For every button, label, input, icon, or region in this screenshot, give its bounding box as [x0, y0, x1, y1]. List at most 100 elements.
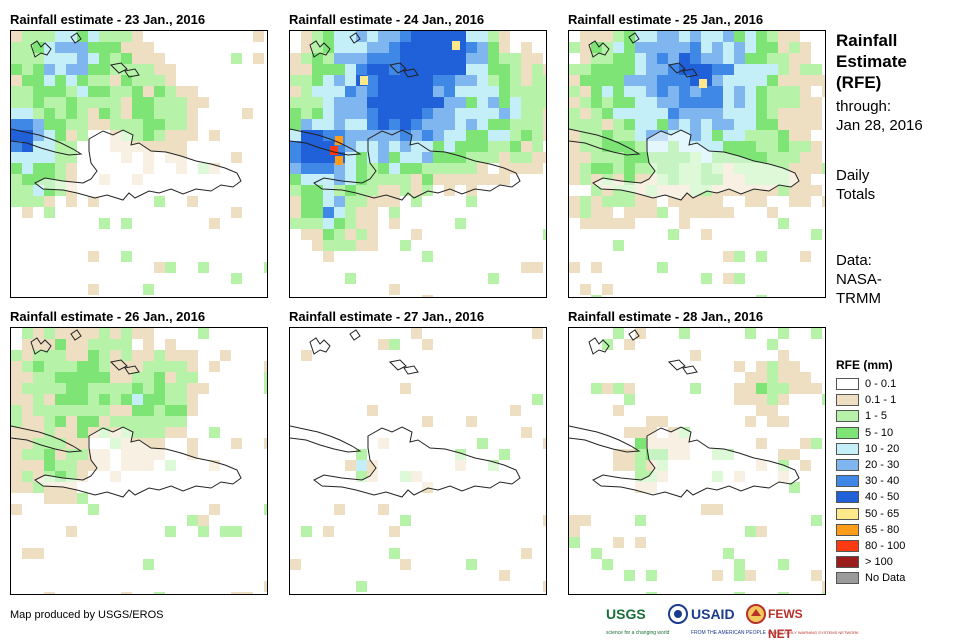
rain-cell	[745, 416, 756, 427]
rain-cell	[767, 130, 778, 141]
coastline-hispaniola	[592, 426, 800, 498]
rain-cell	[99, 416, 110, 427]
rain-cell	[301, 86, 312, 97]
rain-cell	[44, 196, 55, 207]
rain-cell	[55, 97, 66, 108]
rain-cell	[378, 75, 389, 86]
rain-cell	[646, 416, 657, 427]
rain-cell	[433, 163, 444, 174]
rain-cell	[345, 130, 356, 141]
rain-cell	[209, 361, 220, 372]
rain-cell	[690, 42, 701, 53]
rain-cell	[312, 196, 323, 207]
rain-cell	[389, 339, 400, 350]
rain-cell	[154, 394, 165, 405]
rain-cell	[231, 207, 242, 218]
rain-cell	[55, 438, 66, 449]
rain-cell	[466, 53, 477, 64]
rain-cell	[411, 31, 422, 42]
rain-cell	[723, 251, 734, 262]
rain-cell	[290, 64, 301, 75]
rain-cell	[767, 108, 778, 119]
rain-cell	[789, 372, 800, 383]
rain-cell	[602, 185, 613, 196]
rain-cell	[110, 86, 121, 97]
rain-cell	[55, 64, 66, 75]
rain-cell	[580, 53, 591, 64]
rain-cell	[356, 42, 367, 53]
rain-cell	[756, 196, 767, 207]
rain-cell	[290, 152, 301, 163]
rain-cell	[668, 108, 679, 119]
rain-cell	[466, 174, 477, 185]
coastline-bahamas	[388, 62, 407, 74]
rain-cell	[635, 42, 646, 53]
rain-cell	[789, 185, 800, 196]
rain-cell	[778, 31, 789, 42]
rain-cell	[635, 438, 646, 449]
rain-cell	[532, 328, 543, 339]
rain-cell	[143, 130, 154, 141]
rain-cell	[521, 75, 532, 86]
rain-cell	[488, 97, 499, 108]
rain-cell	[345, 53, 356, 64]
rain-cell	[602, 141, 613, 152]
rain-cell	[499, 141, 510, 152]
rain-cell	[367, 75, 378, 86]
rain-cell	[22, 185, 33, 196]
rain-cell	[88, 119, 99, 130]
rain-cell	[290, 559, 301, 570]
rain-cell	[734, 86, 745, 97]
rain-cell	[77, 361, 88, 372]
rain-cell	[400, 185, 411, 196]
rain-cell	[11, 460, 22, 471]
rain-cell	[580, 207, 591, 218]
rain-cell	[635, 75, 646, 86]
rain-cell	[33, 361, 44, 372]
rain-cell	[624, 64, 635, 75]
rain-cell	[345, 273, 356, 284]
rain-cell	[154, 108, 165, 119]
rain-cell	[521, 119, 532, 130]
rain-cell	[701, 229, 712, 240]
rain-cell	[143, 405, 154, 416]
coastline-bahamas	[30, 40, 52, 58]
rain-cell	[690, 64, 701, 75]
rain-cell	[422, 64, 433, 75]
rain-cell	[657, 86, 668, 97]
rain-cell	[121, 416, 132, 427]
rain-cell	[657, 262, 668, 273]
rain-cell	[422, 53, 433, 64]
coastline-cuba	[11, 128, 83, 156]
rain-cell	[745, 86, 756, 97]
rain-cell	[712, 207, 723, 218]
rain-cell	[121, 350, 132, 361]
rain-cell	[88, 108, 99, 119]
rain-cell	[591, 75, 602, 86]
rain-cell	[521, 141, 532, 152]
rain-cell	[312, 119, 323, 130]
rain-cell	[624, 75, 635, 86]
rain-cell	[466, 152, 477, 163]
rain-cell	[88, 53, 99, 64]
rain-cell	[778, 141, 789, 152]
rain-cell	[466, 31, 477, 42]
rain-cell	[264, 581, 267, 592]
rain-cell	[756, 108, 767, 119]
rain-cell	[646, 53, 657, 64]
legend-swatch	[836, 572, 859, 585]
rain-cell	[602, 86, 613, 97]
rain-cell	[55, 174, 66, 185]
rain-cell	[712, 53, 723, 64]
coastline-cuba	[569, 425, 641, 453]
rain-cell	[499, 64, 510, 75]
rain-cell	[745, 383, 756, 394]
rain-cell	[33, 416, 44, 427]
rain-cell	[389, 53, 400, 64]
rain-cell	[745, 42, 756, 53]
rain-cell	[591, 64, 602, 75]
rain-cell	[734, 251, 745, 262]
rain-cell	[499, 53, 510, 64]
rain-cell	[466, 119, 477, 130]
rain-cell	[77, 328, 88, 339]
